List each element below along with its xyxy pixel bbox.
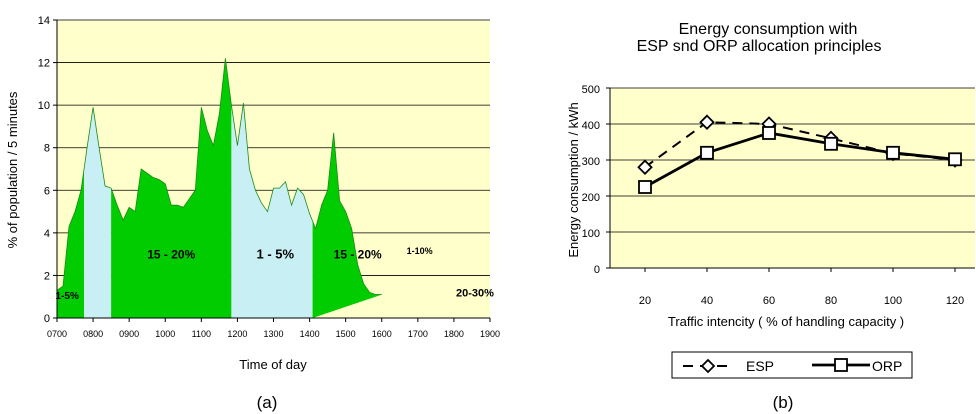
chart-b-orp-marker — [948, 152, 962, 167]
chart-b-x-ticklabel: 40 — [701, 295, 713, 307]
chart-a-area-fill — [56, 58, 382, 319]
chart-a-y-ticks: 0 2 4 6 8 10 12 14 — [38, 15, 57, 325]
chart-b-x-ticklabel: 80 — [825, 295, 837, 307]
chart-b-x-ticklabel: 100 — [884, 295, 902, 307]
chart-b-xlabel: Traffic intencity ( % of handling capaci… — [668, 314, 904, 329]
chart-a-x-ticklabel: 1900 — [480, 329, 500, 339]
chart-a-band-label: 15 - 20% — [334, 247, 382, 261]
chart-b-y-ticklabel: 200 — [582, 192, 600, 204]
chart-b-orp-line — [644, 131, 956, 189]
chart-a-xlabel: Time of day — [239, 357, 307, 372]
chart-b-series — [637, 114, 963, 194]
chart-b-y-ticklabel: 100 — [582, 228, 600, 240]
chart-a-band-label: 1-10% — [407, 246, 433, 256]
chart-b-y-ticklabel: 400 — [582, 120, 600, 132]
chart-a-band-label: 20-30% — [456, 288, 494, 300]
chart-a-band-fill — [312, 132, 382, 318]
chart-a-series-line — [56, 58, 382, 295]
chart-a-y-ticklabel: 8 — [44, 143, 50, 155]
chart-a-x-ticklabel: 1500 — [336, 329, 356, 339]
chart-b-title-line-1: Energy consumption with — [679, 21, 858, 38]
chart-b-x-ticklabel: 120 — [946, 295, 964, 307]
chart-a: 0 2 4 6 8 10 12 14 0700 0800 0900 1000 1100 1200 1300… — [5, 15, 500, 412]
chart-a-y-ticklabel: 14 — [38, 15, 50, 27]
chart-a-x-ticklabel: 1800 — [444, 329, 464, 339]
chart-a-band-labels: 1-5% 15 - 20% 1 - 5% 15 - 20% 1-10% 20-30% — [56, 246, 495, 302]
chart-a-band-fill — [84, 107, 112, 319]
chart-a-band-fill — [111, 58, 232, 319]
chart-b-legend-orp-marker — [834, 358, 848, 372]
chart-b-esp-marker — [699, 114, 715, 130]
chart-a-y-ticklabel: 12 — [38, 58, 50, 70]
chart-b-x-ticklabel: 20 — [639, 295, 651, 307]
chart-b-x-ticklabel: 60 — [763, 295, 775, 307]
chart-b-y-ticklabel: 0 — [594, 264, 600, 276]
chart-b-legend: ESP ORP — [671, 351, 913, 379]
chart-a-x-ticks: 0700 0800 0900 1000 1100 1200 1300 1400 1500 1600… — [47, 318, 500, 339]
chart-b-orp-marker — [700, 145, 714, 160]
chart-b-x-ticks: 20 40 60 80 100 120 — [639, 268, 964, 307]
chart-a-y-ticklabel: 0 — [44, 313, 50, 325]
chart-a-x-ticklabel: 1600 — [372, 329, 392, 339]
chart-b-caption: (b) — [773, 393, 794, 412]
chart-b-ylabel: Energy consumption / kWh — [566, 102, 581, 257]
chart-a-band-label: 1 - 5% — [257, 246, 295, 261]
chart-b-plot-area — [610, 88, 975, 268]
chart-b-orp-marker — [824, 136, 838, 151]
chart-a-y-ticklabel: 6 — [44, 185, 50, 197]
chart-b-legend-orp-label: ORP — [872, 358, 902, 374]
chart-a-x-ticklabel: 0800 — [83, 329, 103, 339]
chart-a-x-ticklabel: 0900 — [119, 329, 139, 339]
chart-a-x-ticklabel: 1700 — [408, 329, 428, 339]
chart-a-band-label: 1-5% — [56, 291, 79, 302]
chart-b-orp-marker — [638, 180, 652, 194]
chart-a-band-fill — [231, 103, 313, 318]
chart-a-y-ticklabel: 10 — [38, 100, 50, 112]
chart-a-y-ticklabel: 2 — [44, 270, 50, 282]
chart-b: Energy consumption with ESP snd ORP allo… — [566, 21, 975, 412]
chart-b-title-line-2: ESP snd ORP allocation principles — [637, 38, 882, 55]
chart-a-ylabel: % of population / 5 minutes — [5, 91, 20, 248]
chart-a-x-ticklabel: 0700 — [47, 329, 67, 339]
chart-a-x-ticklabel: 1100 — [192, 329, 211, 339]
chart-b-y-ticklabel: 500 — [582, 84, 600, 96]
chart-a-x-ticklabel: 1000 — [155, 329, 175, 339]
chart-a-x-ticklabel: 1300 — [263, 329, 283, 339]
chart-b-orp-marker — [886, 145, 900, 160]
chart-a-x-ticklabel: 1200 — [227, 329, 247, 339]
chart-a-y-ticklabel: 4 — [44, 228, 50, 240]
chart-b-legend-esp-label: ESP — [746, 358, 774, 374]
chart-b-esp-marker — [637, 159, 653, 175]
chart-a-band-label: 15 - 20% — [147, 247, 195, 261]
chart-b-gridlines — [610, 87, 975, 233]
chart-b-legend-esp-marker — [700, 358, 716, 374]
chart-b-y-ticks: 0 100 200 300 400 500 — [582, 84, 610, 276]
chart-b-y-ticklabel: 300 — [582, 156, 600, 168]
chart-b-orp-marker — [762, 126, 776, 140]
chart-a-caption: (a) — [257, 393, 278, 412]
chart-a-x-ticklabel: 1400 — [300, 329, 320, 339]
